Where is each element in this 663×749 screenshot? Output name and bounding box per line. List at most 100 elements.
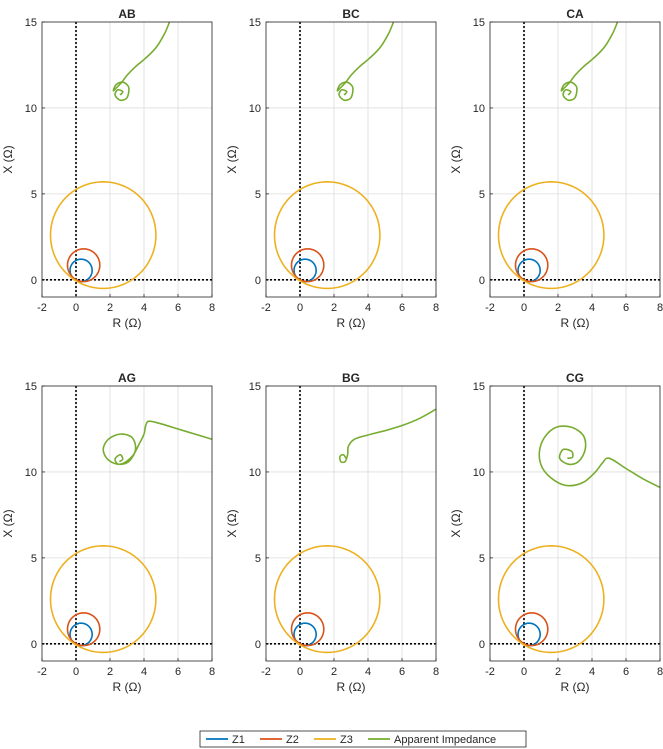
x-tick-label: 2	[331, 666, 337, 678]
y-tick-label: 5	[255, 189, 261, 201]
x-tick-label: 6	[175, 302, 181, 314]
y-tick-label: 5	[479, 553, 485, 565]
y-axis-label: X (Ω)	[225, 509, 239, 537]
legend-label-z3: Z3	[340, 734, 353, 746]
x-tick-label: -2	[485, 666, 495, 678]
subplot-cg: -2 0 2 4 6 8 0 5 10 15 CG R (Ω) X (Ω)	[449, 371, 663, 694]
subplot-ag: -2 0 2 4 6 8 0 5 10 15 AG R (Ω) X (Ω)	[1, 371, 215, 694]
legend: Z1 Z2 Z3 Apparent Impedance	[199, 730, 527, 748]
y-axis-label: X (Ω)	[225, 145, 239, 173]
y-tick-label: 5	[31, 189, 37, 201]
subplot-title: AB	[118, 7, 136, 21]
axes-box	[489, 21, 661, 298]
apparent-impedance-line	[338, 408, 437, 464]
x-tick-label: 4	[365, 302, 371, 314]
zone-z1-circle	[517, 622, 541, 647]
y-tick-label: 15	[25, 17, 37, 29]
zone-z2-circle	[290, 248, 325, 283]
x-tick-label: 8	[657, 666, 663, 678]
apparent-impedance-line	[560, 21, 619, 102]
zone-z1-circle	[293, 622, 317, 647]
y-tick-label: 5	[479, 189, 485, 201]
y-axis-label: X (Ω)	[449, 509, 463, 537]
y-tick-label: 10	[249, 467, 261, 479]
x-tick-label: 8	[433, 666, 439, 678]
y-tick-label: 15	[25, 381, 37, 393]
subplot-title: BG	[342, 371, 360, 385]
zone-z1-circle	[293, 258, 317, 283]
y-tick-label: 5	[255, 553, 261, 565]
x-tick-label: 4	[589, 302, 595, 314]
plot-area	[42, 22, 212, 297]
y-tick-label: 0	[31, 275, 37, 287]
zone-z3-circle	[497, 545, 605, 654]
x-tick-label: 0	[297, 302, 303, 314]
y-tick-label: 10	[473, 467, 485, 479]
zone-z1-circle	[69, 258, 93, 283]
x-tick-label: 8	[657, 302, 663, 314]
x-tick-label: 0	[73, 302, 79, 314]
zone-z2-circle	[514, 248, 549, 283]
zone-z3-circle	[273, 181, 381, 290]
axes-box	[265, 385, 437, 662]
x-tick-label: 6	[623, 666, 629, 678]
zone-z1-circle	[69, 622, 93, 647]
x-tick-label: 8	[209, 666, 215, 678]
zone-z3-circle	[497, 181, 605, 290]
zone-z2-circle	[66, 612, 101, 647]
y-tick-label: 5	[31, 553, 37, 565]
y-tick-label: 15	[473, 381, 485, 393]
zone-z3-circle	[49, 545, 157, 654]
subplot-title: CA	[566, 7, 584, 21]
apparent-impedance-line	[112, 21, 171, 102]
y-tick-label: 0	[31, 639, 37, 651]
legend-label-z2: Z2	[286, 734, 299, 746]
x-tick-label: -2	[261, 666, 271, 678]
zone-z3-circle	[49, 181, 157, 290]
x-tick-label: 6	[175, 666, 181, 678]
y-tick-label: 15	[249, 17, 261, 29]
x-axis-label: R (Ω)	[113, 316, 142, 330]
y-tick-label: 10	[249, 103, 261, 115]
zone-z2-circle	[290, 612, 325, 647]
axes-box	[41, 21, 213, 298]
x-tick-label: 6	[399, 302, 405, 314]
x-tick-label: 0	[297, 666, 303, 678]
subplot-ab: -2 0 2 4 6 8 0 5 10 15 AB R (Ω) X (Ω)	[1, 7, 215, 330]
x-tick-label: 4	[365, 666, 371, 678]
y-tick-label: 15	[473, 17, 485, 29]
y-tick-label: 0	[479, 639, 485, 651]
x-tick-label: 4	[141, 666, 147, 678]
x-tick-label: 0	[521, 302, 527, 314]
legend-box	[199, 730, 527, 748]
x-tick-label: 6	[623, 302, 629, 314]
y-tick-label: 0	[255, 639, 261, 651]
apparent-impedance-line	[336, 21, 395, 102]
y-tick-label: 15	[249, 381, 261, 393]
x-axis-label: R (Ω)	[561, 316, 590, 330]
x-tick-label: 2	[331, 302, 337, 314]
subplot-title: AG	[118, 371, 136, 385]
x-tick-label: -2	[261, 302, 271, 314]
y-axis-label: X (Ω)	[1, 509, 15, 537]
y-tick-label: 0	[479, 275, 485, 287]
subplot-bc: -2 0 2 4 6 8 0 5 10 15 BC R (Ω) X (Ω)	[225, 7, 439, 330]
x-tick-label: 4	[589, 666, 595, 678]
axes-box	[489, 385, 661, 662]
x-axis-label: R (Ω)	[337, 316, 366, 330]
legend-label-apparent-impedance: Apparent Impedance	[394, 734, 496, 746]
zone-z2-circle	[66, 248, 101, 283]
subplot-title: BC	[342, 7, 360, 21]
x-tick-label: 2	[107, 302, 113, 314]
subplot-ca: -2 0 2 4 6 8 0 5 10 15 CA R (Ω) X (Ω)	[449, 7, 663, 330]
zone-z1-circle	[517, 258, 541, 283]
x-tick-label: 2	[555, 302, 561, 314]
x-axis-label: R (Ω)	[561, 680, 590, 694]
apparent-impedance-line	[538, 425, 661, 489]
x-tick-label: -2	[485, 302, 495, 314]
y-axis-label: X (Ω)	[449, 145, 463, 173]
axes-box	[41, 385, 213, 662]
subplot-bg: -2 0 2 4 6 8 0 5 10 15 BG R (Ω) X (Ω)	[225, 371, 439, 694]
x-tick-label: 6	[399, 666, 405, 678]
